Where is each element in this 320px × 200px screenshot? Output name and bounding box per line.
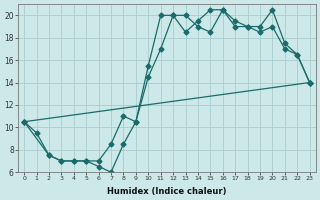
X-axis label: Humidex (Indice chaleur): Humidex (Indice chaleur) bbox=[107, 187, 227, 196]
